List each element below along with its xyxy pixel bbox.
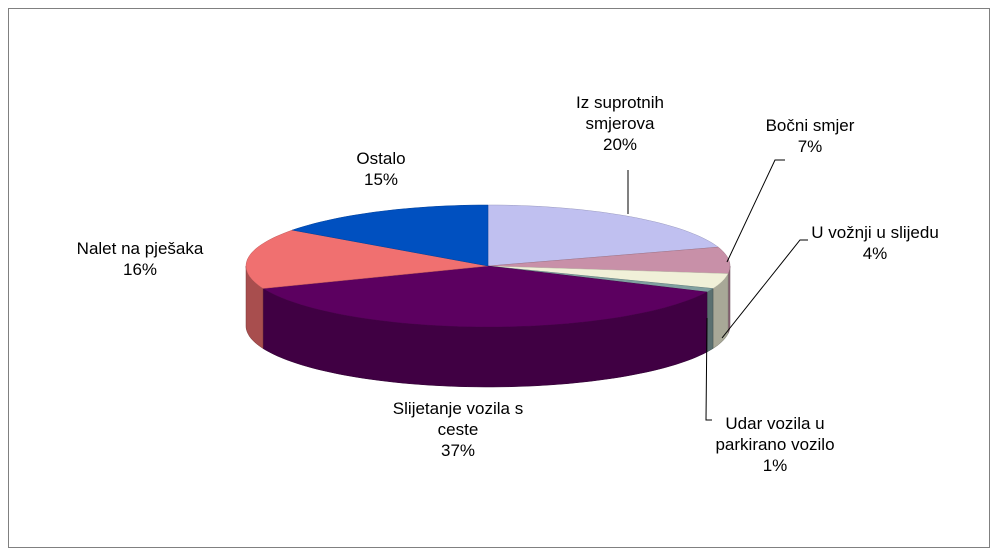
category-label: Nalet na pješaka: [76, 239, 204, 258]
leader-lines: [627, 159, 808, 421]
slice-label: Slijetanje vozila s ceste 37%: [388, 398, 528, 461]
pie-slice: [262, 265, 708, 328]
pie-slice-side: [727, 265, 731, 334]
slice-label: U vožnji u slijedu 4%: [775, 222, 975, 264]
category-label: Slijetanje vozila s ceste: [392, 399, 524, 439]
chart-border: [8, 8, 990, 548]
leader-line: [726, 159, 785, 263]
value-label: 16%: [122, 260, 158, 279]
slice-label: Ostalo 15%: [321, 148, 441, 190]
slice-label: Iz suprotnih smjerova 20%: [560, 92, 680, 155]
pie-slice: [292, 204, 489, 267]
value-label: 20%: [602, 135, 638, 154]
category-label: U vožnji u slijedu: [811, 223, 939, 242]
pie: [245, 204, 731, 388]
category-label: Iz suprotnih smjerova: [576, 93, 664, 133]
value-label: 15%: [363, 170, 399, 189]
category-label: Ostalo: [356, 149, 406, 168]
category-label: Udar vozila u parkirano vozilo: [715, 414, 835, 454]
category-label: Bočni smjer: [765, 116, 855, 135]
slice-label: Nalet na pješaka 16%: [40, 238, 240, 280]
value-label: 7%: [797, 137, 823, 156]
value-label: 4%: [862, 244, 888, 263]
pie-slice-side: [706, 288, 714, 353]
value-label: 37%: [440, 441, 476, 460]
slice-label: Udar vozila u parkirano vozilo 1%: [695, 413, 855, 476]
pie-slice: [245, 229, 489, 289]
slice-label: Bočni smjer 7%: [735, 115, 885, 157]
pie-slice: [487, 246, 731, 274]
pie-slice: [487, 265, 729, 289]
leader-line: [721, 239, 808, 339]
leader-line: [705, 317, 712, 421]
value-label: 1%: [762, 456, 788, 475]
pie-slice: [487, 204, 719, 267]
